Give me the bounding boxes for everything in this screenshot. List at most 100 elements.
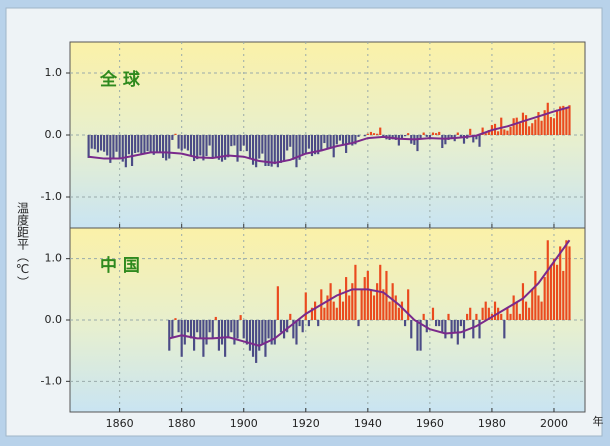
bar: [137, 135, 139, 152]
bar: [181, 320, 183, 357]
bar: [373, 295, 375, 320]
bar: [528, 308, 530, 320]
bar: [261, 320, 263, 345]
bar: [298, 320, 300, 326]
bar: [227, 135, 229, 157]
x-axis-label: 年: [593, 414, 604, 428]
bar: [398, 135, 400, 146]
bar: [333, 302, 335, 320]
bar: [305, 135, 307, 154]
bar: [485, 302, 487, 320]
bar: [441, 135, 443, 148]
bar: [482, 308, 484, 320]
bar: [280, 320, 282, 332]
bar: [184, 135, 186, 149]
y-tick-label: -1.0: [41, 374, 62, 387]
bar: [249, 135, 251, 159]
bar: [472, 320, 474, 338]
bar: [342, 135, 344, 144]
chart: 温度距平（℃） 年 -1.00.01.0全 球-1.00.01.01860188…: [0, 0, 610, 442]
bar: [556, 265, 558, 320]
bar: [305, 292, 307, 320]
bar: [435, 320, 437, 326]
bar: [212, 135, 214, 158]
bar: [339, 135, 341, 141]
bar: [317, 320, 319, 326]
bar: [444, 320, 446, 338]
bar: [348, 295, 350, 320]
bar: [292, 135, 294, 160]
bar: [125, 135, 127, 167]
bar: [432, 308, 434, 320]
bar: [94, 135, 96, 149]
bar: [230, 320, 232, 332]
panel-title: 中 国: [100, 255, 140, 276]
bar: [221, 320, 223, 345]
bar: [140, 135, 142, 154]
bar: [236, 320, 238, 338]
x-tick-label: 1900: [230, 417, 258, 430]
bar: [416, 320, 418, 351]
bar: [357, 320, 359, 326]
bar: [376, 283, 378, 320]
bar: [568, 105, 570, 135]
bar: [357, 135, 359, 137]
bar: [295, 320, 297, 345]
bar: [156, 135, 158, 152]
bar: [522, 113, 524, 135]
bar: [308, 320, 310, 326]
bar: [274, 320, 276, 345]
bar: [246, 135, 248, 151]
bar: [240, 135, 242, 151]
bar: [503, 129, 505, 135]
y-tick-label: 0.0: [45, 313, 63, 326]
bar: [267, 320, 269, 338]
bar: [323, 308, 325, 320]
bar: [550, 265, 552, 320]
bar: [370, 132, 372, 135]
bar: [243, 320, 245, 338]
x-tick-label: 1920: [292, 417, 320, 430]
bar: [336, 135, 338, 144]
bar: [438, 132, 440, 135]
bar: [475, 314, 477, 320]
bar: [516, 302, 518, 320]
bar: [196, 135, 198, 159]
bar: [283, 135, 285, 162]
bar: [286, 135, 288, 151]
bar: [364, 135, 366, 136]
bar: [550, 117, 552, 135]
bar: [209, 135, 211, 146]
bar: [187, 135, 189, 151]
bar: [506, 308, 508, 320]
bar: [97, 135, 99, 152]
bar: [478, 135, 480, 147]
bar: [233, 320, 235, 345]
bar: [522, 283, 524, 320]
bar: [246, 320, 248, 345]
bar: [330, 135, 332, 149]
bar: [553, 259, 555, 320]
bar: [159, 135, 161, 153]
bar: [376, 134, 378, 135]
bar: [441, 320, 443, 332]
bar: [146, 135, 148, 151]
bar: [432, 133, 434, 135]
bar: [227, 320, 229, 338]
bar: [451, 320, 453, 338]
bar: [438, 320, 440, 326]
bar: [460, 320, 462, 326]
bar: [112, 135, 114, 158]
bar: [205, 320, 207, 345]
bar: [373, 133, 375, 135]
bar: [320, 135, 322, 151]
bar: [562, 271, 564, 320]
bar: [215, 317, 217, 320]
bar: [494, 302, 496, 320]
bar: [513, 118, 515, 135]
x-tick-label: 1940: [354, 417, 382, 430]
bar: [308, 135, 310, 149]
bar: [469, 308, 471, 320]
bar: [463, 320, 465, 338]
bar: [379, 128, 381, 135]
